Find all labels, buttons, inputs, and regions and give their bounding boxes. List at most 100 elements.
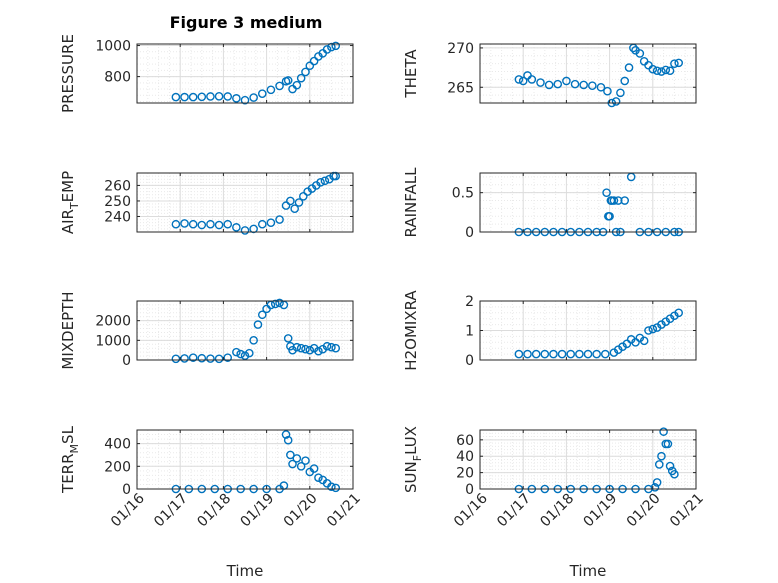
- axes-box: [479, 43, 697, 104]
- data-point: [180, 354, 189, 363]
- data-point: [596, 82, 606, 92]
- subplot-mixdepth: 0 1000 2000 MIXDEPTH: [59, 291, 354, 370]
- x-axis-label: Time: [226, 562, 264, 580]
- data-point: [557, 349, 567, 359]
- data-point: [575, 349, 584, 359]
- x-tick-label: 01/19: [238, 491, 278, 531]
- data-point: [206, 354, 215, 363]
- data-point: [240, 226, 250, 235]
- data-point: [240, 95, 250, 105]
- x-tick-label: 01/20: [624, 491, 664, 531]
- data-point: [214, 92, 224, 101]
- y-tick-label: 1000: [95, 39, 131, 55]
- y-tick-label: 260: [104, 178, 131, 194]
- data-point: [283, 435, 293, 445]
- data-point: [657, 67, 666, 76]
- y-axis-label: H2OMIXRA: [402, 290, 420, 371]
- data-point: [301, 344, 310, 354]
- x-tick-label: 01/17: [151, 491, 191, 531]
- data-point: [659, 427, 668, 436]
- data-point: [299, 191, 308, 201]
- data-point: [514, 349, 524, 359]
- data-point: [631, 337, 640, 347]
- data-point: [322, 45, 332, 54]
- axes-box: [479, 172, 697, 233]
- data-series: [171, 171, 341, 235]
- y-tick-label: 20: [456, 466, 474, 482]
- data-point: [624, 63, 634, 72]
- data-point: [257, 89, 267, 98]
- data-point: [670, 59, 679, 68]
- data-point: [674, 308, 684, 318]
- data-point: [603, 86, 612, 96]
- data-point: [270, 299, 280, 309]
- data-point: [257, 310, 267, 320]
- data-point: [232, 347, 241, 357]
- data-point: [305, 345, 315, 355]
- data-point: [292, 342, 302, 352]
- data-point: [197, 353, 207, 363]
- data-point: [654, 460, 664, 469]
- data-point: [579, 80, 588, 90]
- data-point: [275, 215, 284, 224]
- data-point: [611, 97, 621, 106]
- data-point: [327, 342, 336, 352]
- data-point: [283, 76, 293, 85]
- data-point: [670, 469, 679, 479]
- data-point: [320, 176, 330, 186]
- data-point: [301, 456, 310, 465]
- data-point: [331, 343, 341, 353]
- data-point: [314, 346, 323, 356]
- data-point: [553, 79, 563, 89]
- subplot-theta: 265 270 THETA: [402, 41, 697, 108]
- data-point: [523, 349, 532, 359]
- data-point: [286, 196, 295, 206]
- data-point: [331, 483, 341, 493]
- y-tick-label: 270: [447, 41, 474, 57]
- data-point: [206, 92, 215, 101]
- plot-area: [480, 173, 696, 232]
- data-point: [292, 80, 302, 90]
- data-point: [253, 320, 263, 329]
- data-point: [674, 58, 684, 68]
- data-point: [322, 341, 332, 351]
- data-point: [665, 461, 675, 471]
- data-point: [635, 49, 645, 58]
- subplot-pressure: 800 1000 PRESSURE: [59, 34, 354, 113]
- x-axis-label: Time: [569, 562, 607, 580]
- data-point: [180, 92, 189, 102]
- y-tick-label: 2000: [95, 314, 131, 330]
- data-point: [622, 339, 632, 349]
- y-tick-label: 1: [465, 324, 474, 340]
- data-point: [566, 349, 576, 359]
- x-tick-label: 01/19: [581, 491, 621, 531]
- data-point: [583, 349, 593, 359]
- data-point: [620, 196, 630, 205]
- data-series: [514, 308, 684, 359]
- data-point: [296, 73, 306, 83]
- data-point: [171, 219, 181, 229]
- data-point: [527, 75, 537, 84]
- data-point: [266, 218, 276, 227]
- y-tick-label: 265: [447, 80, 474, 96]
- data-point: [232, 223, 241, 232]
- data-point: [296, 462, 306, 471]
- data-point: [592, 349, 601, 359]
- y-tick-label: 0: [465, 225, 474, 241]
- data-point: [301, 67, 310, 77]
- subplot-h2omixra: 0 1 2 H2OMIXRA: [402, 290, 697, 371]
- data-point: [665, 66, 675, 76]
- data-point: [283, 334, 293, 343]
- data-point: [652, 66, 662, 76]
- data-series: [171, 41, 341, 105]
- y-tick-label: 0: [122, 482, 131, 498]
- data-point: [639, 336, 649, 346]
- data-point: [609, 196, 619, 205]
- data-point: [188, 353, 198, 362]
- data-point: [292, 454, 302, 463]
- data-point: [514, 75, 524, 84]
